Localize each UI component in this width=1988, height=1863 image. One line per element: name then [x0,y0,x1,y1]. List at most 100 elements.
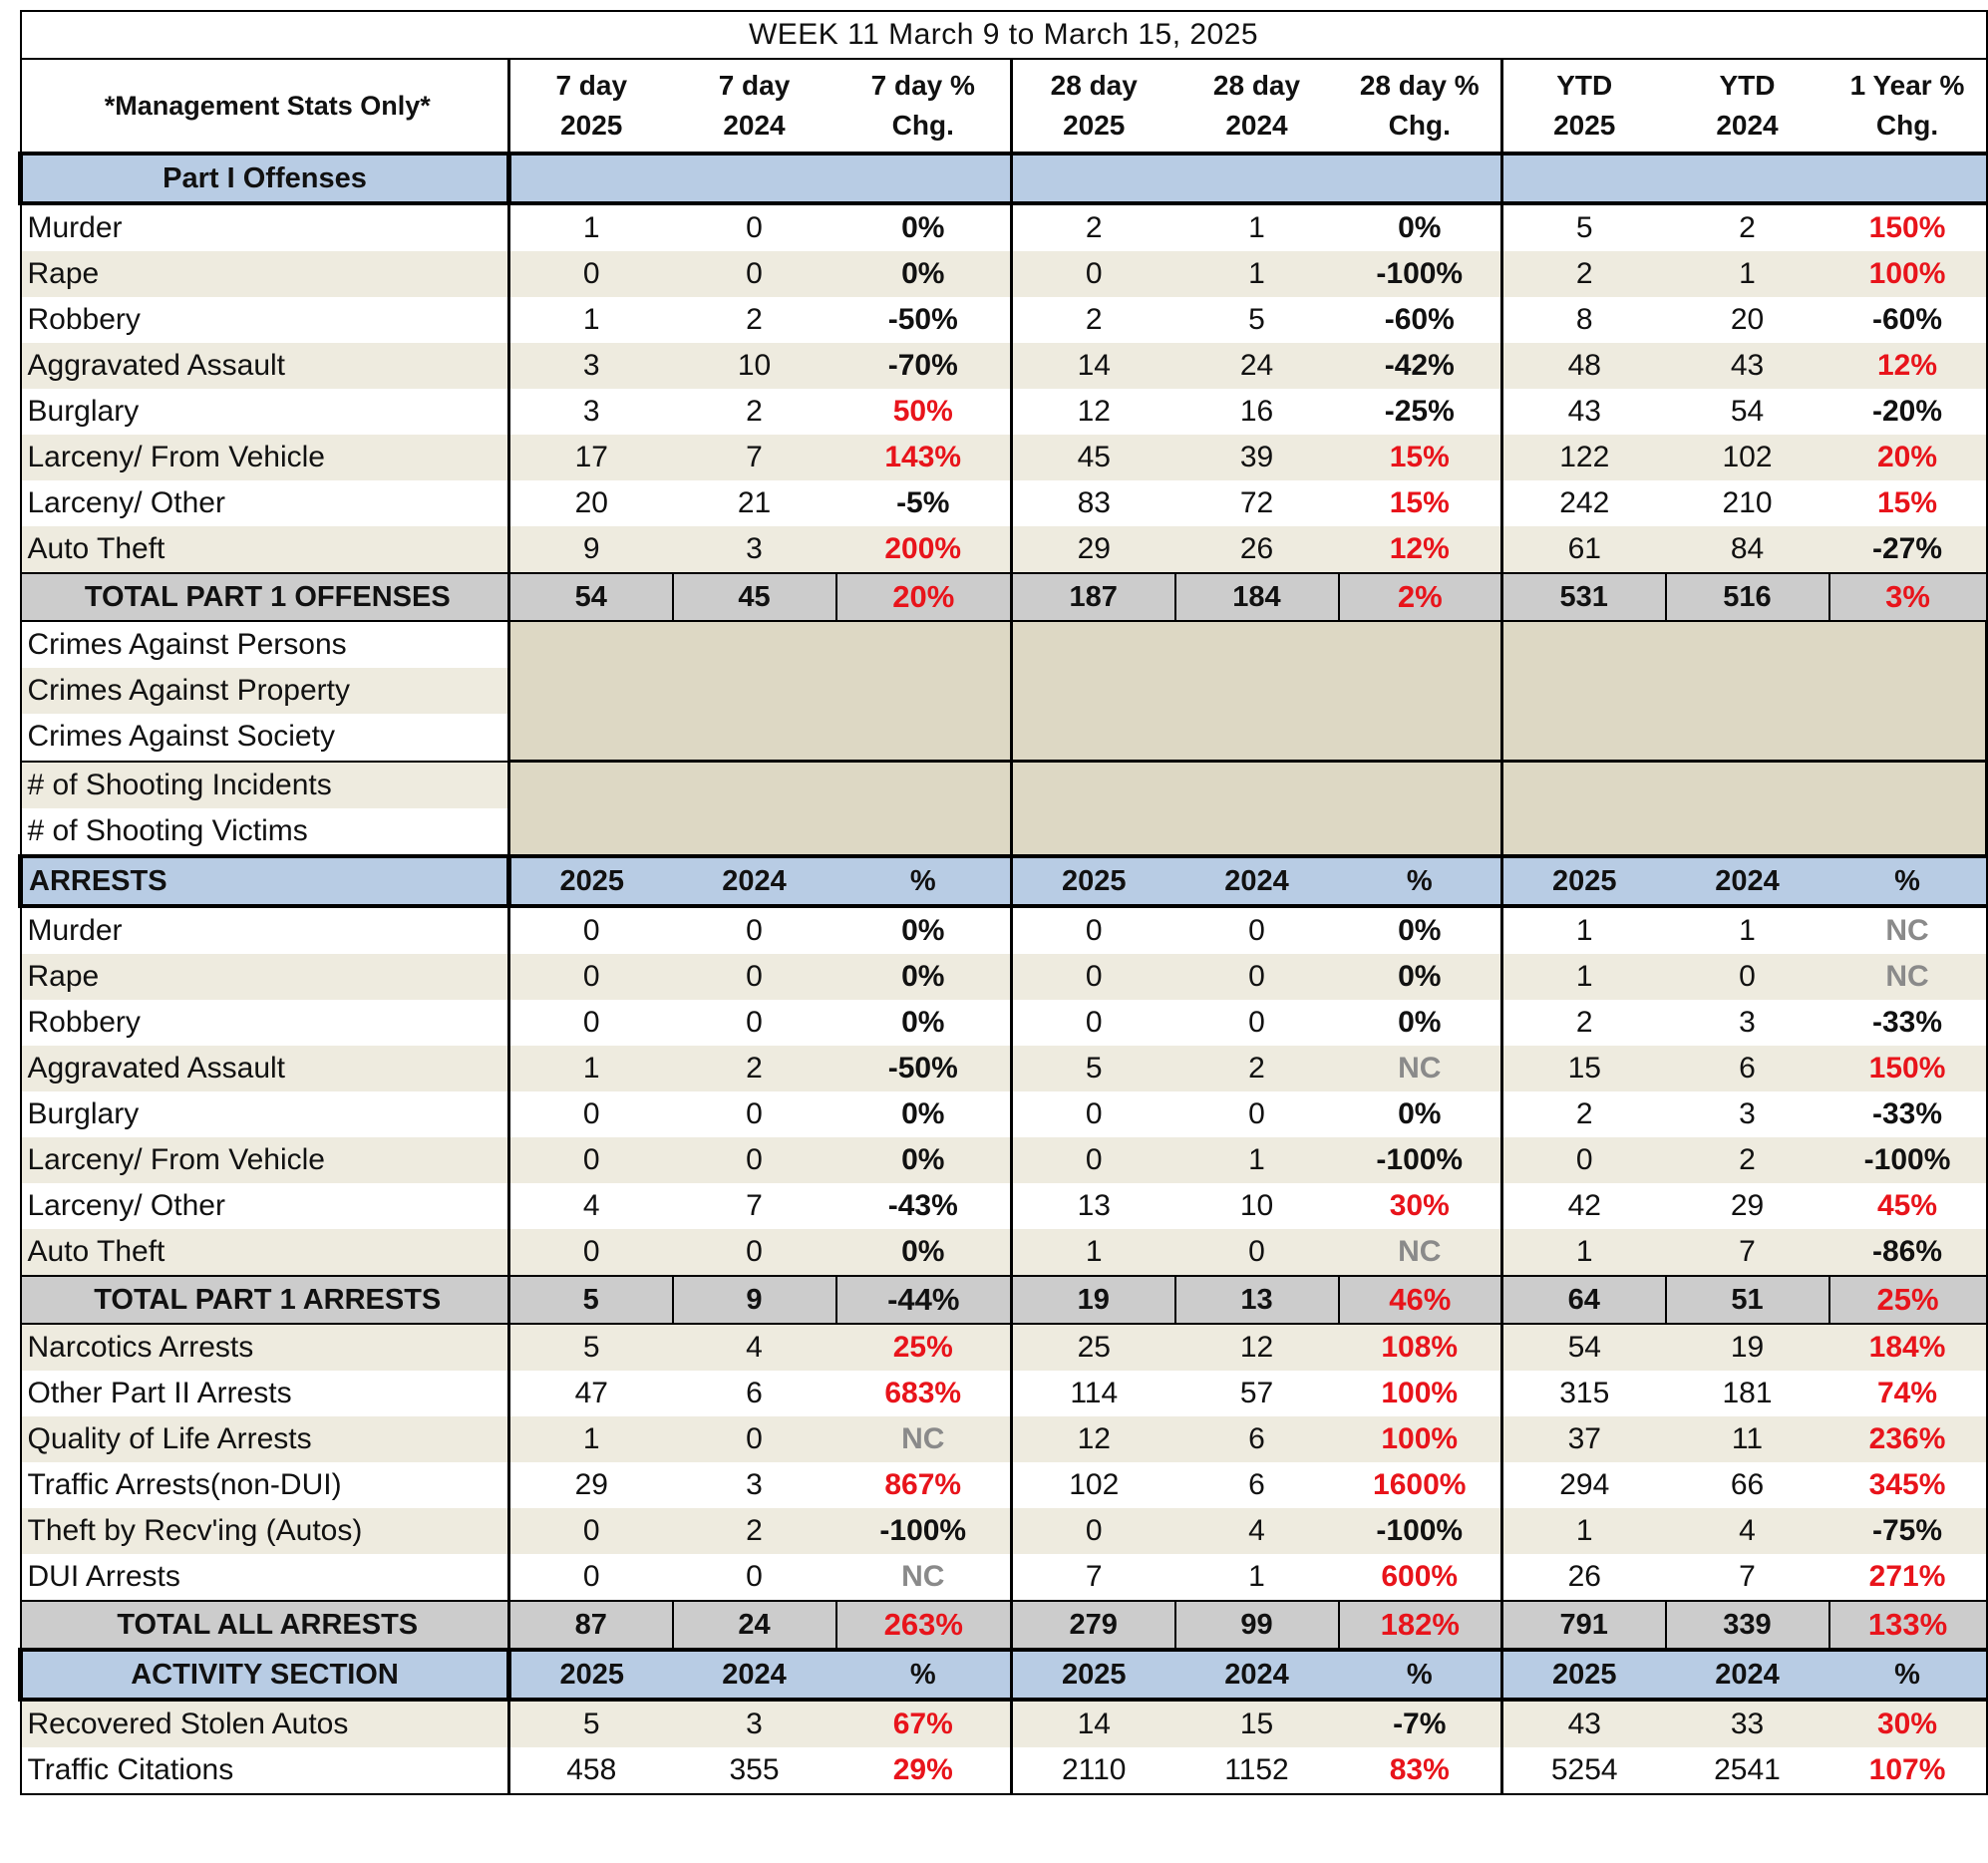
pct-change-cell: -100% [1338,1137,1503,1183]
value-cell: 1 [1665,251,1829,297]
value-cell: 181 [1665,1371,1829,1416]
offense-row: Auto Theft 9 3 200% 29 26 12% 61 84 -27% [19,526,1988,573]
value-cell: 102 [1011,1462,1175,1508]
value-cell: 2110 [1011,1747,1175,1795]
value-cell: 29 [1011,526,1175,573]
value-cell: 2 [1665,203,1829,251]
column-header-line2: Chg. [891,110,954,141]
pct-change-cell: -44% [835,1275,1013,1325]
pct-change-cell: 683% [835,1371,1013,1416]
pct-change-cell: -50% [835,1046,1013,1091]
pct-change-cell: NC [1828,954,1988,1000]
value-cell: 0 [1665,954,1829,1000]
value-cell: 7 [1011,1554,1175,1601]
arrests-total-all-row: TOTAL ALL ARRESTS 87 24 263% 279 99 182% 791 339… [19,1600,1988,1651]
value-cell: 0 [508,1229,673,1276]
column-header-line2: Chg. [1875,110,1939,141]
value-cell: 0 [1011,1000,1175,1046]
value-cell: 43 [1501,389,1666,435]
section-subheader: % [1828,854,1988,908]
value-cell: 0 [508,954,673,1000]
pct-change-cell: 0% [835,906,1013,954]
pct-change-cell: -70% [835,343,1013,389]
value-cell: 1 [1501,906,1666,954]
column-header-line1: 1 Year % [1849,70,1965,101]
value-cell: 2 [1501,1091,1666,1137]
value-cell: 39 [1174,435,1339,480]
value-cell: 9 [508,526,673,573]
value-cell: 13 [1174,1275,1340,1325]
pct-change-cell: 29% [835,1747,1013,1795]
column-header-line2: 2024 [1225,110,1288,141]
row-label: Larceny/ Other [19,480,510,526]
value-cell: 21 [672,480,836,526]
offense-row: Rape 0 0 0% 0 1 -100% 2 1 100% [19,251,1988,297]
row-label: # of Shooting Incidents [19,760,510,808]
section-subheader: % [1338,854,1503,908]
category-row: Crimes Against Society [19,714,1988,763]
row-label: TOTAL ALL ARRESTS [19,1600,510,1651]
row-label: Crimes Against Property [19,668,510,714]
value-cell: 2 [672,297,836,343]
blank-block [1011,714,1503,763]
blank-block [508,808,1013,856]
value-cell: 516 [1665,572,1830,622]
blank-block [1501,808,1988,856]
pct-change-cell: 182% [1338,1600,1503,1651]
row-label: Quality of Life Arrests [19,1416,510,1462]
section-header-blank [1174,152,1339,205]
pct-change-cell: 345% [1828,1462,1988,1508]
pct-change-cell: 133% [1828,1600,1988,1651]
arrest-other-row: DUI Arrests 0 0 NC 7 1 600% 26 7 271% [19,1554,1988,1601]
pct-change-cell: 0% [835,1000,1013,1046]
value-cell: 9 [672,1275,837,1325]
column-header: YTD 2024 [1665,59,1829,155]
value-cell: 2 [1011,297,1175,343]
value-cell: 1 [1501,954,1666,1000]
arrests-part1-total-row: TOTAL PART 1 ARRESTS 5 9 -44% 19 13 46% 64 51 25% [19,1275,1988,1325]
row-label: Murder [19,906,510,954]
section-subheader: 2025 [508,1648,673,1702]
value-cell: 1 [508,1416,673,1462]
blank-block [1501,668,1988,714]
row-label: Crimes Against Persons [19,621,510,668]
activity-header-row: ACTIVITY SECTION 2025 2024% 2025 2024% 2025 20… [18,1648,1988,1702]
section-header-blank [1665,152,1829,205]
pct-change-cell: 20% [835,572,1013,622]
arrests-header-row: ARRESTS 2025 2024% 2025 2024% 2025 2024% [18,854,1988,908]
value-cell: 1 [1174,203,1339,251]
arrest-row: Rape 0 0 0% 0 0 0% 1 0 NC [19,954,1988,1000]
pct-change-cell: 0% [835,1229,1013,1276]
column-header: 28 day 2025 [1011,59,1175,155]
row-label: Burglary [19,389,510,435]
arrest-row: Robbery 0 0 0% 0 0 0% 2 3 -33% [19,1000,1988,1046]
section-subheader: 2025 [1011,854,1175,908]
column-header-line2: Chg. [1388,110,1451,141]
row-label: Burglary [19,1091,510,1137]
value-cell: 43 [1501,1700,1666,1747]
value-cell: 2 [1665,1137,1829,1183]
value-cell: 99 [1174,1600,1340,1651]
pct-change-cell: NC [1828,906,1988,954]
value-cell: 12 [1011,1416,1175,1462]
column-header-line2: 2025 [1063,110,1126,141]
pct-change-cell: 15% [1338,435,1503,480]
pct-change-cell: 100% [1338,1371,1503,1416]
arrest-other-row: Quality of Life Arrests 1 0 NC 12 6 100% 37 11 23… [19,1416,1988,1462]
section-subheader: 2025 [1501,854,1666,908]
row-label: Larceny/ From Vehicle [19,435,510,480]
category-row: Crimes Against Property [19,668,1988,714]
row-label: Crimes Against Society [19,714,510,762]
value-cell: 210 [1665,480,1829,526]
column-header: 7 day 2025 [508,59,673,155]
value-cell: 10 [672,343,836,389]
value-cell: 6 [1174,1462,1339,1508]
value-cell: 0 [1011,906,1175,954]
column-header-row: *Management Stats Only* 7 day 2025 7 day 20… [19,59,1988,155]
column-header-line2: 2024 [723,110,786,141]
value-cell: 5 [1011,1046,1175,1091]
value-cell: 3 [508,389,673,435]
value-cell: 0 [508,1137,673,1183]
column-header: 28 day % Chg. [1338,59,1503,155]
row-label: Larceny/ Other [19,1183,510,1229]
